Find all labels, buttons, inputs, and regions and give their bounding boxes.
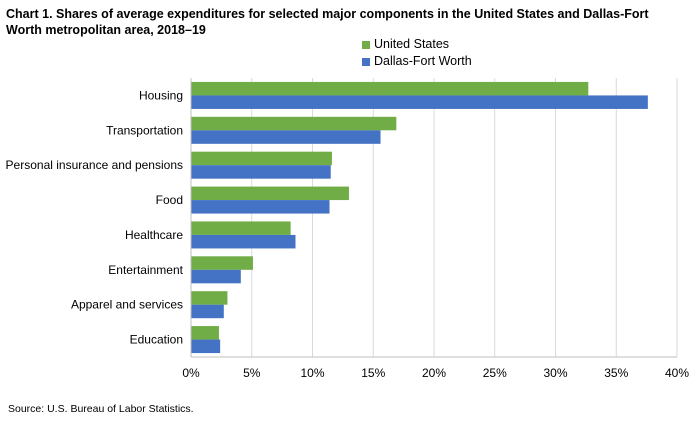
legend-label-dallas-fort-worth: Dallas-Fort Worth (374, 54, 472, 68)
x-tick-label: 25% (483, 366, 507, 380)
bar-dallas-fort-worth-healthcare (191, 234, 296, 249)
bar-united-states-food (191, 186, 349, 201)
category-label: Transportation (106, 123, 183, 137)
legend-swatch-dallas-fort-worth (362, 57, 370, 66)
legend-label-united-states: United States (374, 37, 450, 51)
x-tick-label: 35% (604, 366, 628, 380)
bar-dallas-fort-worth-housing (191, 95, 648, 109)
bar-united-states-personal-insurance-and-pensions (191, 151, 332, 166)
legend: United States Dallas-Fort Worth (362, 36, 472, 70)
category-label: Healthcare (125, 228, 183, 242)
source-note: Source: U.S. Bureau of Labor Statistics. (8, 403, 194, 415)
legend-swatch-united-states (362, 40, 370, 49)
category-label: Education (130, 333, 183, 347)
bar-united-states-apparel-and-services (191, 291, 228, 305)
bar-dallas-fort-worth-education (191, 339, 221, 354)
legend-item-united-states: United States (362, 36, 472, 53)
category-label: Personal insurance and pensions (6, 158, 183, 172)
x-tick-label: 0% (182, 366, 200, 380)
bar-dallas-fort-worth-apparel-and-services (191, 304, 224, 319)
bar-united-states-entertainment (191, 256, 253, 270)
bar-united-states-transportation (191, 116, 397, 131)
category-label: Apparel and services (71, 298, 183, 312)
category-label: Entertainment (108, 263, 183, 277)
x-tick-label: 20% (422, 366, 446, 380)
bar-united-states-education (191, 326, 219, 340)
bar-dallas-fort-worth-food (191, 200, 330, 214)
category-label: Housing (139, 88, 183, 102)
x-tick-label: 40% (665, 366, 689, 380)
x-tick-label: 15% (361, 366, 385, 380)
bar-united-states-healthcare (191, 221, 291, 235)
legend-item-dallas-fort-worth: Dallas-Fort Worth (362, 53, 472, 70)
x-tick-label: 30% (543, 366, 567, 380)
bar-dallas-fort-worth-entertainment (191, 269, 241, 284)
category-label: Food (156, 193, 183, 207)
chart-title: Chart 1. Shares of average expenditures … (6, 7, 649, 37)
x-tick-label: 10% (300, 366, 324, 380)
bar-dallas-fort-worth-transportation (191, 130, 381, 144)
bar-dallas-fort-worth-personal-insurance-and-pensions (191, 165, 331, 179)
x-tick-label: 5% (243, 366, 261, 380)
bar-united-states-housing (191, 81, 589, 96)
